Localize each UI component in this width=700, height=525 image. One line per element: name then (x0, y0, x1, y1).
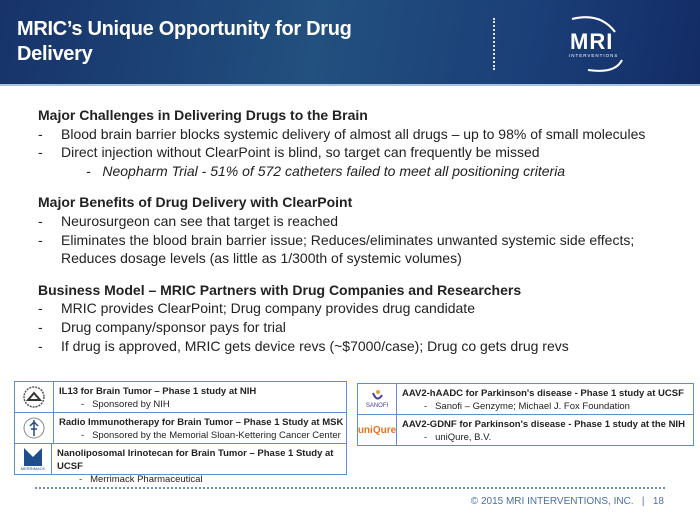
uniqure-logo-icon: uniQure (358, 415, 397, 445)
divider (493, 18, 495, 70)
section-heading: Major Challenges in Delivering Drugs to … (38, 107, 368, 123)
nih-seal-icon (15, 382, 54, 412)
study-row: IL13 for Brain Tumor – Phase 1 study at … (15, 382, 346, 413)
page-title: MRIC’s Unique Opportunity for Drug Deliv… (17, 18, 352, 65)
merrimack-logo-icon: MERRIMACK (15, 444, 53, 474)
study-sponsor: - uniQure, B.V. (424, 432, 492, 443)
bullet-item: - Eliminates the blood brain barrier issu… (38, 231, 635, 267)
study-row: uniQure AAV2-GDNF for Parkinson's diseas… (358, 415, 693, 445)
sub-bullet-item: - Neopharm Trial - 51% of 572 catheters … (86, 162, 566, 179)
bullet-item: - Blood brain barrier blocks systemic del… (38, 125, 646, 142)
bullet-item: - Neurosurgeon can see that target is rea… (38, 212, 339, 229)
study-title: IL13 for Brain Tumor – Phase 1 study at … (59, 386, 257, 397)
msk-logo-icon (15, 413, 54, 443)
study-row: Radio Immunotherapy for Brain Tumor – Ph… (15, 413, 346, 444)
header-banner: MRIC’s Unique Opportunity for Drug Deliv… (0, 0, 700, 84)
section-heading: Major Benefits of Drug Delivery with Cle… (38, 194, 353, 211)
study-title: AAV2-GDNF for Parkinson's disease - Phas… (402, 419, 685, 430)
bullet-item: - Direct injection without ClearPoint is … (38, 144, 540, 161)
study-row: MERRIMACK Nanoliposomal Irinotecan for B… (15, 444, 346, 485)
studies-left-table: IL13 for Brain Tumor – Phase 1 study at … (14, 381, 347, 485)
study-sponsor: - Sponsored by NIH (81, 399, 170, 410)
study-sponsor: - Merrimack Pharmaceutical (79, 474, 203, 485)
main-content: Major Challenges in Delivering Drugs to … (38, 106, 691, 355)
studies-right-table: SANOFI AAV2-hAADC for Parkinson's diseas… (357, 383, 694, 446)
footer: © 2015 MRI INTERVENTIONS, INC. | 18 (470, 496, 664, 507)
sanofi-logo-icon: SANOFI (358, 384, 397, 414)
header-stripe (0, 84, 700, 86)
study-title: AAV2-hAADC for Parkinson's disease - Pha… (402, 388, 684, 399)
study-sponsor: - Sponsored by the Memorial Sloan-Ketter… (81, 430, 341, 441)
study-row: SANOFI AAV2-hAADC for Parkinson's diseas… (358, 384, 693, 415)
mri-interventions-logo: MRI INTERVENTIONS (560, 14, 640, 74)
bullet-item: - MRIC provides ClearPoint; Drug company … (38, 300, 475, 317)
study-title: Nanoliposomal Irinotecan for Brain Tumor… (57, 448, 334, 472)
study-sponsor: - Sanofi – Genzyme; Michael J. Fox Found… (424, 401, 630, 412)
bullet-item: - If drug is approved, MRIC gets device r… (38, 337, 569, 354)
footer-divider (35, 487, 665, 489)
bullet-item: - Drug company/sponsor pays for trial (38, 318, 286, 335)
copyright: © 2015 MRI INTERVENTIONS, INC. (470, 496, 634, 507)
page-number: 18 (652, 496, 664, 507)
study-title: Radio Immunotherapy for Brain Tumor – Ph… (59, 417, 344, 428)
section-heading: Business Model – MRIC Partners with Drug… (38, 281, 522, 298)
